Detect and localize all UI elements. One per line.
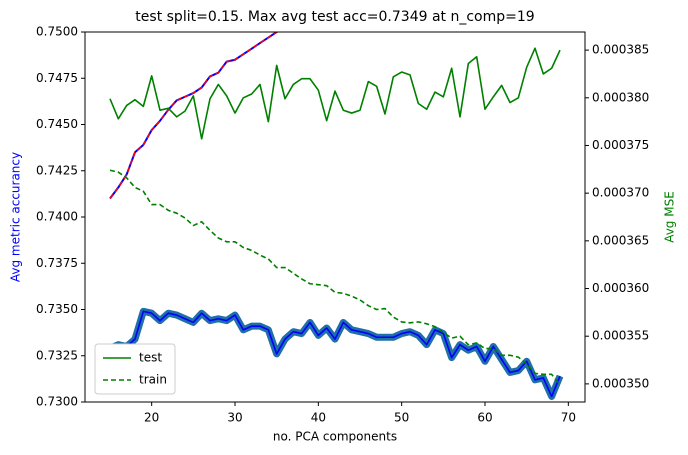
y2-tick-label: 0.000365 (592, 233, 649, 247)
y2-tick-label: 0.000375 (592, 138, 649, 152)
y-tick-label: 0.7375 (36, 256, 78, 270)
y-tick-label: 0.7450 (36, 117, 78, 131)
line-band (108, 307, 564, 400)
y-tick-label: 0.7500 (36, 25, 78, 39)
y-tick-label: 0.7350 (36, 302, 78, 316)
x-tick-label: 40 (311, 411, 326, 425)
y2-tick-label: 0.000355 (592, 329, 649, 343)
x-tick-label: 30 (227, 411, 242, 425)
y2-tick-label: 0.000385 (592, 43, 649, 57)
line-dash (109, 32, 279, 199)
y-axis-label: Avg metric accurancy (9, 152, 23, 282)
y-tick-label: 0.7325 (36, 348, 78, 362)
legend-label: train (139, 373, 167, 387)
y-tick-label: 0.7300 (36, 395, 78, 409)
y2-axis-label: Avg MSE (663, 191, 677, 243)
x-tick-label: 20 (144, 411, 159, 425)
line (109, 32, 279, 200)
x-tick-label: 60 (477, 411, 492, 425)
legend-box (94, 343, 176, 395)
plot-area (108, 32, 564, 400)
x-tick-label: 50 (394, 411, 409, 425)
y2-tick-label: 0.000380 (592, 90, 649, 104)
line (109, 47, 561, 140)
chart-title: test split=0.15. Max avg test acc=0.7349… (135, 9, 534, 25)
y2-tick-label: 0.000350 (592, 376, 649, 390)
x-tick-label: 70 (561, 411, 576, 425)
y-tick-label: 0.7400 (36, 210, 78, 224)
line (109, 310, 561, 398)
y2-tick-label: 0.000370 (592, 186, 649, 200)
y-tick-label: 0.7475 (36, 71, 78, 85)
y2-tick-label: 0.000360 (592, 281, 649, 295)
x-axis-label: no. PCA components (273, 430, 397, 444)
legend-label: test (139, 351, 162, 365)
y-tick-label: 0.7425 (36, 163, 78, 177)
